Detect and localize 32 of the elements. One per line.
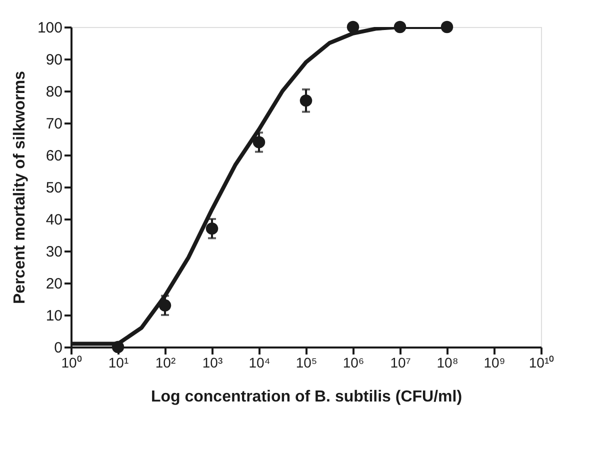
x-tick-label: 10⁵ [296,354,318,370]
y-tick-label: 90 [46,52,62,68]
y-tick-label: 80 [46,84,62,100]
y-tick-label: 30 [46,244,62,260]
point [158,299,172,312]
y-axis-title: Percent mortality of silkworms [11,70,28,304]
point [112,340,124,354]
y-tick-label: 50 [46,180,62,196]
point [440,20,454,34]
y-tick-label: 10 [46,308,62,324]
y-tick-label: 100 [37,20,62,36]
point [394,20,406,34]
y-tick-label: 60 [46,148,62,164]
y-tick-label: 0 [54,340,62,356]
y-tick-label: 70 [46,116,62,132]
y-tick-label: 20 [46,276,62,292]
x-axis-title: Log concentration of B. subtilis (CFU/ml) [150,388,462,406]
y-tick-label: 40 [46,212,62,228]
x-tick-label: 10⁴ [248,354,270,370]
point [346,20,360,34]
point [252,136,266,148]
x-tick-label: 10² [155,354,176,370]
x-tick-label: 10⁰ [61,354,82,370]
x-tick-label: 10⁹ [484,354,506,370]
x-tick-label: 10⁸ [436,354,458,370]
x-tick-label: 10¹⁰ [528,354,554,370]
x-tick-label: 10³ [202,354,223,370]
point [300,94,312,107]
x-tick-label: 10⁶ [342,354,364,370]
x-tick-label: 10⁷ [390,354,411,370]
x-tick-label: 10¹ [108,354,129,370]
point [206,222,218,235]
